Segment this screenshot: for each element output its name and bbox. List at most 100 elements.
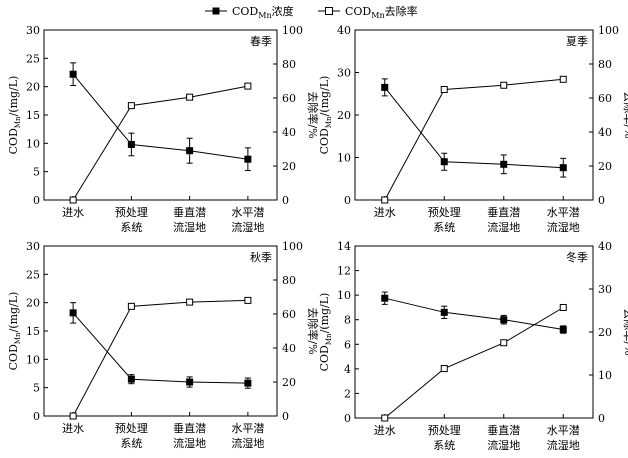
data-point-removal: [244, 296, 252, 304]
legend-marker-removal: [325, 7, 333, 15]
right-tick-label: 100: [282, 240, 303, 253]
right-tick-label: 20: [598, 326, 612, 339]
data-point-concentration: [559, 326, 567, 334]
left-axis-label-unit: /(mg/L): [7, 292, 20, 333]
left-axis-label: CODMn/(mg/L): [318, 293, 333, 372]
left-tick-label: 40: [337, 24, 351, 37]
legend-label-concentration-sub: Mn: [258, 11, 271, 20]
series-line-concentration: [384, 297, 564, 330]
right-tick-label: 40: [282, 126, 296, 139]
data-point-removal: [440, 86, 448, 93]
data-point-removal: [381, 414, 389, 422]
left-tick-label: 20: [26, 81, 40, 94]
right-tick-label: 20: [282, 160, 296, 173]
category-label: 垂直潜: [487, 205, 520, 219]
left-axis-label-sub: Mn: [325, 116, 333, 128]
data-point-removal: [244, 82, 252, 90]
right-tick-label: 80: [282, 58, 296, 71]
data-point-concentration: [127, 140, 135, 148]
left-tick-label: 5: [33, 166, 40, 179]
left-tick-label: 5: [33, 382, 40, 395]
category-label: 流湿地: [231, 220, 264, 234]
series-line-removal: [384, 78, 564, 201]
category-label: 垂直潜: [173, 421, 206, 435]
right-tick-label: 100: [282, 24, 303, 37]
data-point-concentration: [381, 294, 389, 302]
category-label: 预处理: [115, 422, 148, 435]
left-axis-label-unit: /(mg/L): [7, 76, 20, 117]
left-axis-label-sub: Mn: [14, 116, 22, 128]
right-tick-label: 0: [598, 194, 605, 207]
data-point-concentration: [559, 164, 567, 172]
data-point-concentration: [440, 158, 448, 166]
data-point-removal: [69, 412, 77, 420]
series-line-removal: [384, 307, 564, 419]
season-label: 秋季: [250, 250, 272, 264]
data-point-removal: [440, 365, 448, 373]
right-tick-label: 80: [282, 274, 296, 287]
left-axis-label-unit: /(mg/L): [318, 76, 331, 117]
data-point-concentration: [127, 375, 135, 383]
data-point-removal: [559, 75, 567, 83]
category-label: 流湿地: [231, 436, 264, 450]
data-point-removal: [500, 81, 508, 89]
right-tick-label: 0: [598, 412, 605, 425]
left-tick-label: 30: [26, 24, 40, 37]
category-label: 系统: [433, 439, 455, 452]
left-tick-label: 20: [26, 297, 40, 310]
left-tick-label: 0: [344, 194, 351, 207]
right-tick-label: 60: [598, 92, 612, 105]
category-label: 流湿地: [547, 220, 580, 234]
left-tick-label: 12: [337, 265, 351, 278]
category-label: 水平潜: [547, 205, 580, 219]
data-point-concentration: [69, 309, 77, 317]
legend-label-removal-sub: Mn: [371, 11, 384, 20]
legend-label-removal-rest: 去除率: [385, 4, 418, 18]
plot-frame: [43, 245, 278, 417]
right-tick-label: 60: [282, 308, 296, 321]
data-point-removal: [127, 302, 135, 310]
legend-label-concentration-main: COD: [232, 5, 258, 18]
right-axis-label: 去除率/%: [306, 91, 320, 138]
legend-label-removal: CODMn去除率: [345, 4, 418, 20]
data-point-concentration: [244, 155, 252, 163]
category-label: 系统: [120, 221, 142, 234]
right-axis-label: 去除率/%: [306, 307, 320, 354]
right-tick-label: 0: [282, 410, 289, 423]
series-line-removal: [72, 85, 248, 201]
category-label: 垂直潜: [173, 205, 206, 219]
data-point-removal: [127, 102, 135, 110]
category-label: 进水: [62, 422, 84, 435]
category-label: 流湿地: [173, 436, 206, 450]
left-tick-label: 14: [337, 240, 351, 253]
left-axis-label-main: COD: [318, 128, 331, 154]
left-tick-label: 6: [344, 338, 351, 351]
series-line-removal: [72, 299, 248, 417]
category-label: 垂直潜: [487, 423, 520, 437]
series-line-concentration: [384, 87, 564, 169]
left-axis-label-main: COD: [318, 345, 331, 371]
data-point-concentration: [186, 147, 194, 155]
data-point-concentration: [500, 160, 508, 168]
series-line-concentration: [72, 73, 248, 160]
legend: CODMn浓度 CODMn去除率: [205, 4, 418, 20]
left-tick-label: 2: [344, 387, 351, 400]
right-axis-label: 去除率/%: [622, 91, 628, 138]
plot-frame: [354, 245, 594, 419]
left-axis-label-sub: Mn: [14, 332, 22, 344]
category-label: 进水: [62, 206, 84, 219]
data-point-removal: [186, 298, 194, 306]
category-label: 水平潜: [231, 421, 264, 435]
left-axis-label: CODMn/(mg/L): [318, 76, 333, 155]
left-tick-label: 30: [337, 67, 351, 80]
season-label: 春季: [250, 35, 272, 48]
right-tick-label: 40: [598, 126, 612, 139]
category-label: 流湿地: [173, 220, 206, 234]
category-label: 流湿地: [547, 438, 580, 452]
